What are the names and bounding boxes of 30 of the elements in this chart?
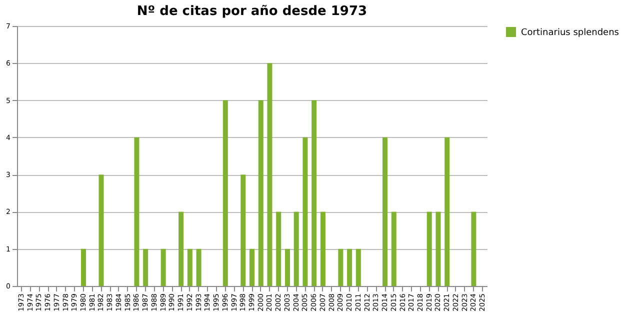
bar <box>338 248 344 286</box>
bar <box>436 212 441 286</box>
bar <box>81 248 86 286</box>
chart-title: Nº de citas por año desde 1973 <box>136 4 368 19</box>
bar <box>391 212 396 286</box>
bar <box>196 248 202 286</box>
bar <box>143 248 148 286</box>
bar <box>356 248 361 286</box>
bar <box>312 100 317 286</box>
bar <box>250 248 254 286</box>
bar <box>444 137 450 286</box>
bar <box>320 212 326 286</box>
bar <box>222 100 228 286</box>
bar <box>258 100 264 286</box>
bar <box>134 137 140 286</box>
legend-label: Cortinarius splendens <box>521 28 620 38</box>
bar <box>276 212 282 286</box>
bar <box>267 63 272 286</box>
bar <box>98 174 104 286</box>
bar <box>160 248 166 286</box>
bar <box>294 212 299 286</box>
bar <box>302 137 308 286</box>
bar <box>240 174 246 286</box>
bar <box>284 248 290 286</box>
bar <box>471 212 476 286</box>
bar <box>187 248 192 286</box>
bar <box>382 137 388 286</box>
bar <box>347 248 352 286</box>
bar <box>426 212 432 286</box>
bar <box>178 212 184 286</box>
